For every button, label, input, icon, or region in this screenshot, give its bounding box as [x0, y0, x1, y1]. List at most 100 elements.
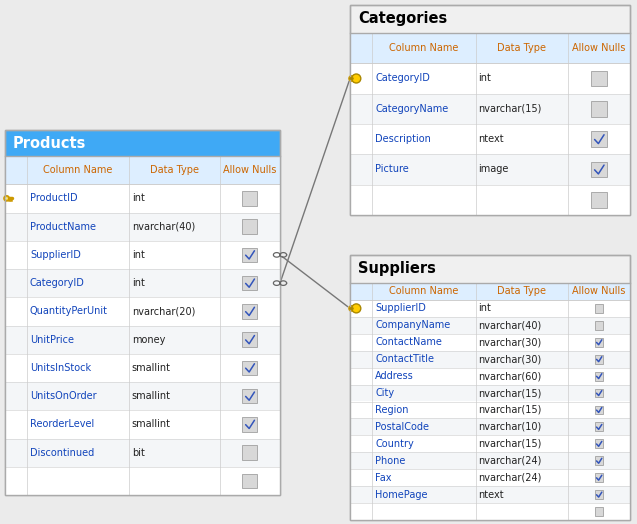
Bar: [350, 94, 630, 124]
Bar: [5, 439, 280, 467]
Bar: [350, 255, 630, 520]
Text: int: int: [478, 303, 492, 313]
Circle shape: [6, 197, 8, 200]
Text: nvarchar(15): nvarchar(15): [478, 388, 542, 398]
Bar: [594, 338, 603, 347]
Bar: [5, 382, 280, 410]
Bar: [5, 410, 280, 439]
Text: UnitsInStock: UnitsInStock: [30, 363, 91, 373]
Text: image: image: [478, 165, 509, 174]
Circle shape: [4, 196, 9, 201]
Bar: [594, 473, 603, 482]
Text: Categories: Categories: [358, 12, 447, 27]
Text: nvarchar(15): nvarchar(15): [478, 439, 542, 449]
Bar: [243, 247, 257, 262]
Text: ntext: ntext: [478, 489, 505, 499]
Bar: [243, 332, 257, 347]
Bar: [350, 155, 630, 184]
Text: Discontinued: Discontinued: [30, 447, 94, 457]
Text: ReorderLevel: ReorderLevel: [30, 419, 94, 429]
Bar: [350, 184, 630, 215]
Bar: [350, 503, 630, 520]
Bar: [5, 156, 280, 184]
Bar: [243, 304, 257, 319]
Bar: [350, 452, 630, 469]
Text: Products: Products: [13, 136, 87, 150]
Text: Data Type: Data Type: [497, 287, 547, 297]
Text: Allow Nulls: Allow Nulls: [572, 43, 626, 53]
Bar: [594, 389, 603, 397]
Bar: [594, 355, 603, 364]
Text: Column Name: Column Name: [389, 43, 459, 53]
Text: Suppliers: Suppliers: [358, 261, 436, 277]
Bar: [591, 132, 607, 147]
Text: nvarchar(60): nvarchar(60): [478, 371, 542, 381]
Bar: [591, 192, 607, 208]
Text: QuantityPerUnit: QuantityPerUnit: [30, 307, 108, 316]
Text: ContactName: ContactName: [375, 337, 442, 347]
Bar: [350, 435, 630, 452]
Bar: [350, 486, 630, 503]
Bar: [350, 5, 630, 215]
Text: Country: Country: [375, 439, 414, 449]
Bar: [350, 124, 630, 155]
Bar: [594, 372, 603, 380]
Text: Data Type: Data Type: [150, 165, 199, 175]
Bar: [243, 417, 257, 432]
Bar: [350, 385, 630, 401]
Text: Allow Nulls: Allow Nulls: [572, 287, 626, 297]
Text: int: int: [132, 278, 145, 288]
Text: CompanyName: CompanyName: [375, 320, 450, 330]
Text: nvarchar(24): nvarchar(24): [478, 456, 542, 466]
Text: ContactTitle: ContactTitle: [375, 354, 434, 364]
Text: ProductID: ProductID: [30, 193, 78, 203]
Bar: [350, 419, 630, 435]
Bar: [350, 469, 630, 486]
Text: Address: Address: [375, 371, 414, 381]
Text: int: int: [478, 73, 492, 83]
Text: smallint: smallint: [132, 419, 171, 429]
Text: nvarchar(20): nvarchar(20): [132, 307, 195, 316]
Bar: [243, 474, 257, 488]
Bar: [594, 422, 603, 431]
Bar: [591, 101, 607, 117]
Text: int: int: [132, 250, 145, 260]
Bar: [594, 490, 603, 499]
Circle shape: [349, 306, 354, 311]
Bar: [350, 401, 630, 419]
Bar: [243, 445, 257, 460]
Text: nvarchar(15): nvarchar(15): [478, 104, 542, 114]
Bar: [350, 368, 630, 385]
Text: nvarchar(30): nvarchar(30): [478, 354, 542, 364]
Bar: [591, 161, 607, 178]
Bar: [243, 219, 257, 234]
Text: Allow Nulls: Allow Nulls: [223, 165, 276, 175]
Text: Data Type: Data Type: [497, 43, 547, 53]
Bar: [594, 406, 603, 414]
Text: smallint: smallint: [132, 363, 171, 373]
Bar: [5, 325, 280, 354]
Bar: [243, 191, 257, 206]
Bar: [594, 456, 603, 465]
Text: Description: Description: [375, 134, 431, 144]
Bar: [350, 334, 630, 351]
Text: nvarchar(10): nvarchar(10): [478, 422, 542, 432]
Bar: [350, 255, 630, 520]
Text: CategoryName: CategoryName: [375, 104, 448, 114]
Bar: [350, 33, 630, 63]
Text: CategoryID: CategoryID: [375, 73, 430, 83]
Circle shape: [352, 74, 361, 83]
Bar: [5, 354, 280, 382]
Text: PostalCode: PostalCode: [375, 422, 429, 432]
Text: Fax: Fax: [375, 473, 392, 483]
Text: ProductName: ProductName: [30, 222, 96, 232]
Text: bit: bit: [132, 447, 145, 457]
Text: money: money: [132, 335, 165, 345]
Bar: [350, 283, 630, 300]
Text: smallint: smallint: [132, 391, 171, 401]
Bar: [594, 304, 603, 313]
Text: HomePage: HomePage: [375, 489, 427, 499]
Text: ntext: ntext: [478, 134, 505, 144]
Bar: [350, 33, 630, 215]
Circle shape: [352, 304, 361, 313]
